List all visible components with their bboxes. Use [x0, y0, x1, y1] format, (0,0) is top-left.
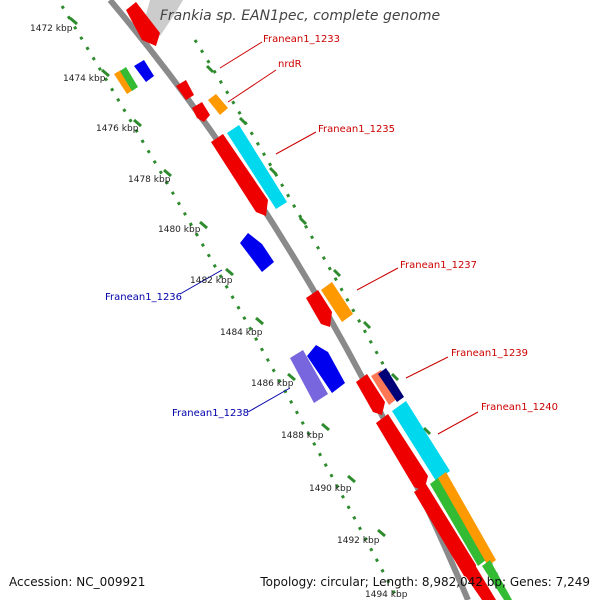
gene-label-franean1-1237[interactable]: Franean1_1237: [400, 260, 477, 271]
genome-title: Frankia sp. EAN1pec, complete genome: [159, 8, 441, 24]
gene-label-nrdr[interactable]: nrdR: [278, 59, 302, 70]
gene-feature-red[interactable]: [211, 134, 268, 216]
gene-feature-red[interactable]: [306, 290, 332, 327]
genome-summary: Topology: circular; Length: 8,982,042 bp…: [260, 575, 590, 589]
gene-label-franean1-1239[interactable]: Franean1_1239: [451, 348, 528, 359]
callout-line-nrdr: [227, 69, 277, 103]
gene-feature-orange[interactable]: [208, 94, 228, 115]
ruler-label: 1490 kbp: [309, 484, 352, 494]
gene-feature-green[interactable]: [482, 560, 512, 600]
gene-feature-green[interactable]: [430, 478, 486, 566]
ruler-tick: [69, 16, 78, 26]
callout-line-franean1-1238: [247, 387, 291, 413]
gene-feature-orange[interactable]: [321, 282, 353, 322]
gene-feature-green[interactable]: [120, 67, 138, 91]
gene-label-franean1-1236[interactable]: Franean1_1236: [105, 292, 182, 303]
outer-track-tick: [298, 216, 308, 226]
ruler-label: 1492 kbp: [337, 536, 380, 546]
callout-line-franean1-1239: [405, 356, 449, 379]
ruler-tick: [347, 474, 356, 484]
outer-track-tick: [422, 426, 432, 436]
ruler-label: 1480 kbp: [158, 225, 201, 235]
gene-label-franean1-1235[interactable]: Franean1_1235: [318, 124, 395, 135]
callout-line-franean1-1240: [437, 411, 479, 435]
ruler-label: 1482 kbp: [190, 276, 233, 286]
inner-dotted-track: [60, 5, 400, 600]
gene-feature-violet[interactable]: [290, 350, 328, 403]
gene-feature-orange[interactable]: [114, 70, 133, 94]
ruler-label: 1486 kbp: [251, 379, 294, 389]
ruler-label: 1474 kbp: [63, 74, 106, 84]
ruler-label: 1478 kbp: [128, 175, 171, 185]
gene-feature-red[interactable]: [414, 484, 476, 580]
gene-feature-cyan[interactable]: [227, 125, 287, 209]
outer-dotted-track: [193, 39, 512, 600]
ruler-label: 1494 kbp: [365, 590, 408, 600]
ruler-label: 1472 kbp: [30, 24, 73, 34]
outer-track-tick: [205, 64, 215, 74]
outer-track-tick: [332, 268, 342, 278]
accession-label: Accession: NC_009921: [9, 575, 146, 589]
callout-line-franean1-1233: [219, 41, 263, 69]
ruler-tick: [199, 220, 208, 230]
callout-line-franean1-1237: [356, 267, 399, 291]
outer-track-tick: [390, 372, 400, 382]
ruler-label: 1484 kbp: [220, 328, 263, 338]
gene-feature-blue[interactable]: [240, 233, 274, 272]
gene-label-franean1-1233[interactable]: Franean1_1233: [263, 34, 340, 45]
gene-feature-orange[interactable]: [438, 472, 496, 566]
ruler-tick: [101, 68, 110, 78]
ruler-tick: [321, 422, 330, 432]
ruler-tick: [255, 316, 264, 326]
ruler-tick: [287, 372, 296, 382]
ruler-tick: [377, 528, 386, 538]
gene-feature-red[interactable]: [192, 102, 210, 122]
callout-line-franean1-1236: [179, 269, 223, 295]
gene-feature-blue[interactable]: [134, 60, 154, 82]
gene-label-franean1-1240[interactable]: Franean1_1240: [481, 402, 558, 413]
gene-feature-cyan[interactable]: [392, 401, 450, 481]
ruler-tick: [225, 267, 234, 277]
gene-feature-red[interactable]: [126, 2, 160, 46]
ruler-label: 1488 kbp: [281, 431, 324, 441]
gene-feature-navy[interactable]: [378, 368, 404, 402]
outer-track-tick: [268, 166, 278, 176]
gene-feature-red[interactable]: [176, 80, 194, 100]
gene-feature-salmon[interactable]: [371, 370, 398, 405]
ruler-label: 1476 kbp: [96, 124, 139, 134]
gene-feature-red[interactable]: [376, 414, 428, 491]
gene-label-franean1-1238[interactable]: Franean1_1238: [172, 408, 249, 419]
gene-feature-blue[interactable]: [307, 345, 345, 393]
gene-feature-red[interactable]: [460, 560, 496, 600]
callout-line-franean1-1235: [275, 131, 317, 155]
outer-track-tick: [238, 116, 248, 126]
ruler-tick: [133, 118, 142, 128]
gene-feature-red[interactable]: [356, 374, 385, 415]
outer-track-tick: [362, 320, 372, 330]
ruler-tick-marks: [69, 16, 432, 538]
ruler-tick: [163, 168, 172, 178]
